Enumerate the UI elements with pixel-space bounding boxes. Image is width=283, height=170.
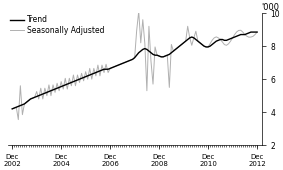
Trend — [35, 96, 38, 98]
Trend — [10, 108, 14, 110]
Seasonally Adjusted — [17, 119, 20, 121]
Trend — [176, 47, 179, 49]
Seasonally Adjusted — [37, 98, 40, 100]
Trend — [249, 31, 253, 33]
Trend — [115, 65, 118, 67]
Seasonally Adjusted — [70, 85, 73, 87]
Line: Trend: Trend — [12, 32, 257, 109]
Legend: Trend, Seasonally Adjusted: Trend, Seasonally Adjusted — [10, 15, 106, 35]
Seasonally Adjusted — [243, 33, 246, 36]
Seasonally Adjusted — [137, 10, 140, 12]
Trend — [239, 33, 243, 36]
Trend — [164, 55, 167, 57]
Seasonally Adjusted — [180, 44, 183, 46]
Trend — [68, 82, 71, 84]
Seasonally Adjusted — [117, 64, 120, 66]
Text: '000: '000 — [261, 3, 280, 12]
Seasonally Adjusted — [10, 108, 14, 110]
Trend — [255, 31, 259, 33]
Seasonally Adjusted — [255, 31, 259, 33]
Line: Seasonally Adjusted: Seasonally Adjusted — [12, 11, 257, 120]
Seasonally Adjusted — [168, 86, 171, 88]
